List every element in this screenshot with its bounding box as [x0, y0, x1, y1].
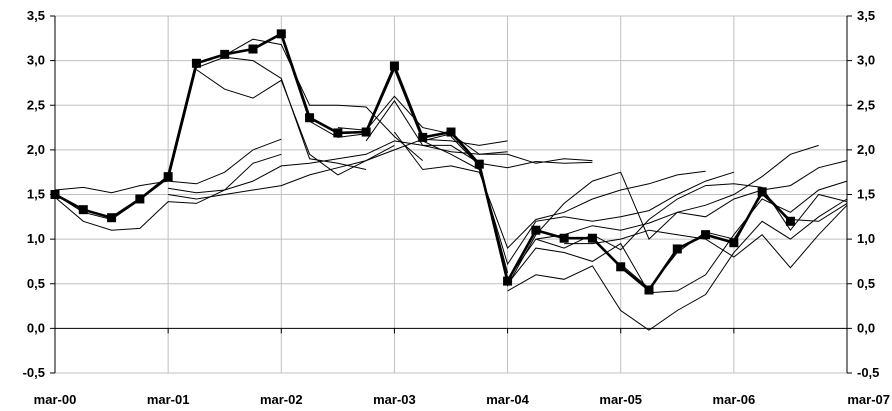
series-line: [422, 140, 735, 266]
main-series-marker: [559, 233, 569, 243]
y-tick-label-left: 1,5: [27, 187, 45, 202]
main-series-marker: [474, 159, 484, 169]
series-line: [478, 160, 848, 287]
x-tick-label: mar-00: [34, 392, 77, 407]
y-tick-label-right: -0,5: [857, 365, 879, 380]
x-tick-label: mar-05: [599, 392, 642, 407]
series-line: [507, 198, 848, 331]
main-series-marker: [135, 194, 145, 204]
main-series-marker: [276, 29, 286, 39]
main-series-marker: [191, 58, 201, 68]
y-tick-label-right: 3,5: [857, 8, 875, 23]
main-series-marker: [78, 205, 88, 215]
y-tick-label-left: 1,0: [27, 231, 45, 246]
main-series-marker: [305, 113, 315, 123]
series-line: [507, 180, 848, 294]
main-series-marker: [616, 262, 626, 272]
series-line: [224, 38, 424, 161]
y-tick-label-left: 2,0: [27, 142, 45, 157]
main-series-marker: [672, 244, 682, 254]
main-series-marker: [729, 238, 739, 248]
main-series-group: [50, 29, 795, 295]
thin-series-group: [54, 33, 848, 331]
y-tick-label-left: 2,5: [27, 97, 45, 112]
y-tick-label-right: 0,0: [857, 320, 875, 335]
series-line: [394, 131, 706, 250]
y-tick-label-right: 2,0: [857, 142, 875, 157]
x-tick-label: mar-04: [486, 392, 529, 407]
y-tick-label-right: 0,5: [857, 276, 875, 291]
series-line: [167, 56, 367, 182]
series-line: [54, 153, 282, 231]
x-tick-label: mar-03: [373, 392, 416, 407]
main-series-marker: [701, 230, 711, 240]
y-tick-label-left: 3,0: [27, 53, 45, 68]
main-series-marker: [785, 216, 795, 226]
main-series-marker: [389, 61, 399, 71]
main-series-marker: [220, 49, 230, 59]
main-series-marker: [418, 132, 428, 142]
main-series-marker: [248, 44, 258, 54]
main-series-marker: [163, 172, 173, 182]
main-series-marker: [333, 128, 343, 138]
y-tick-label-left: 3,5: [27, 8, 45, 23]
main-series-marker: [361, 127, 371, 137]
main-series-marker: [446, 127, 456, 137]
main-series-marker: [50, 190, 60, 199]
tick-labels: -0,5 -0,5 0,0 0,0 0,5 0,5 1,0 1,0 1,5 1,5 2,0 2,0 2,…: [23, 8, 890, 407]
y-tick-label-right: 2,5: [857, 97, 875, 112]
series-line: [168, 138, 508, 200]
series-line: [337, 95, 593, 164]
series-line: [535, 183, 848, 251]
series-line: [168, 140, 508, 194]
main-series-marker: [531, 225, 541, 235]
gridlines: [55, 15, 847, 374]
y-tick-label-right: 1,0: [857, 231, 875, 246]
main-series-marker: [644, 285, 654, 295]
main-series-marker: [757, 187, 767, 197]
y-tick-label-left: -0,5: [23, 365, 45, 380]
x-tick-label: mar-01: [147, 392, 190, 407]
main-series-marker: [503, 276, 513, 286]
main-series-marker: [107, 213, 117, 223]
series-line: [196, 69, 395, 176]
y-tick-label-left: 0,0: [27, 320, 45, 335]
y-tick-label-right: 3,0: [857, 53, 875, 68]
y-tick-label-right: 1,5: [857, 187, 875, 202]
y-tick-label-left: 0,5: [27, 276, 45, 291]
x-tick-label: mar-06: [713, 392, 756, 407]
x-tick-label: mar-02: [260, 392, 303, 407]
main-series-marker: [587, 233, 597, 243]
x-tick-label: mar-07: [847, 392, 890, 407]
series-line: [365, 99, 593, 169]
